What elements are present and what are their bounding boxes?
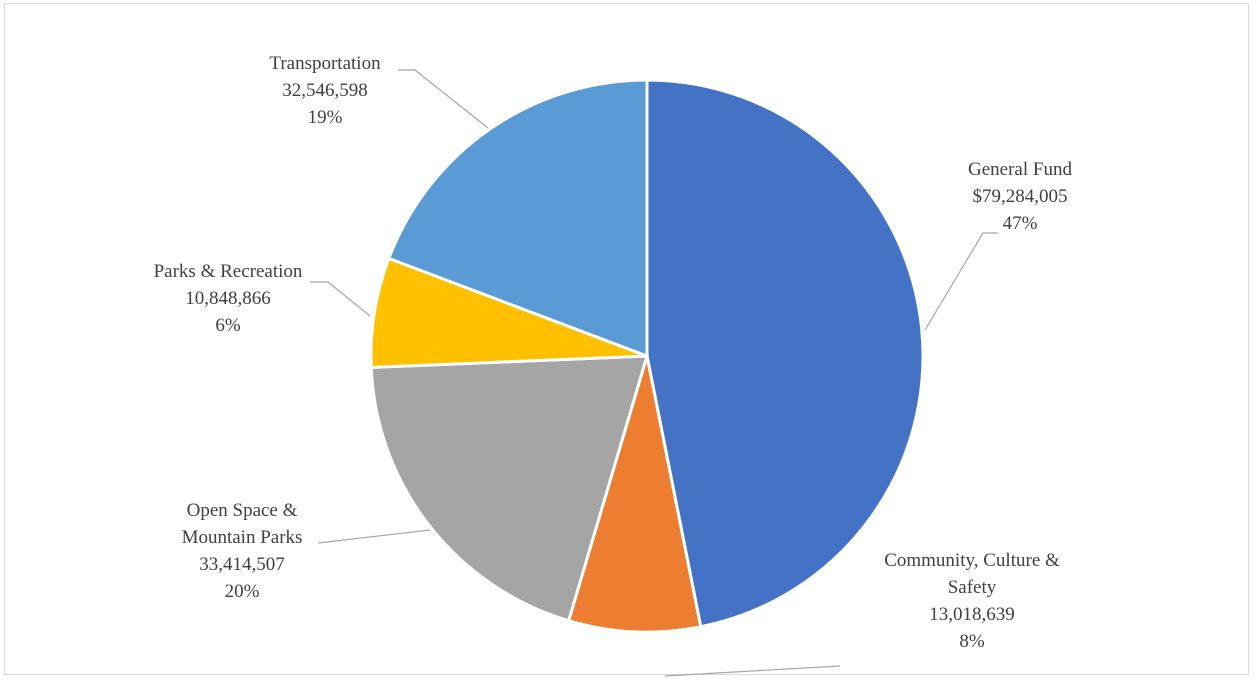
slice-value-label: 33,414,507 <box>199 554 285 575</box>
slice-value-label: $79,284,005 <box>973 186 1068 207</box>
slice-name-label: Safety <box>948 577 997 598</box>
pie-slice-community-culture-safety <box>566 355 703 634</box>
slice-percent-label: 20% <box>225 581 260 602</box>
slice-percent-label: 19% <box>308 107 343 128</box>
leader-line <box>664 665 841 677</box>
leader-line <box>924 232 998 331</box>
label-general-fund: General Fund $79,284,005 47% <box>968 159 1072 234</box>
pie-slices <box>369 78 925 634</box>
pie-slice-parks-recreation <box>369 256 648 370</box>
slice-name-label: Transportation <box>269 53 381 74</box>
leader-line <box>317 529 431 544</box>
slice-name-label: Community, Culture & <box>884 550 1060 571</box>
leader-line <box>310 281 371 317</box>
slice-percent-label: 47% <box>1003 213 1038 234</box>
slice-value-label: 13,018,639 <box>929 604 1015 625</box>
slice-percent-label: 8% <box>959 631 985 652</box>
leader-line <box>398 69 489 129</box>
label-parks-recreation: Parks & Recreation 10,848,866 6% <box>154 261 303 336</box>
slice-name-label: Parks & Recreation <box>154 261 303 282</box>
pie-slice-general-fund <box>645 78 925 629</box>
slice-name-label: Open Space & <box>187 500 298 521</box>
label-community-culture-safety: Community, Culture & Safety 13,018,639 8… <box>884 550 1060 652</box>
label-open-space-mountain-parks: Open Space & Mountain Parks 33,414,507 2… <box>182 500 303 602</box>
leader-lines <box>310 69 998 677</box>
slice-value-label: 32,546,598 <box>282 80 368 101</box>
slice-percent-label: 6% <box>215 315 241 336</box>
slice-value-label: 10,848,866 <box>185 288 271 309</box>
pie-slice-transportation <box>386 78 649 359</box>
slice-name-label: General Fund <box>968 159 1072 180</box>
pie-slice-open-space-mountain-parks <box>369 354 650 623</box>
slice-name-label: Mountain Parks <box>182 527 303 548</box>
label-transportation: Transportation 32,546,598 19% <box>269 53 381 128</box>
